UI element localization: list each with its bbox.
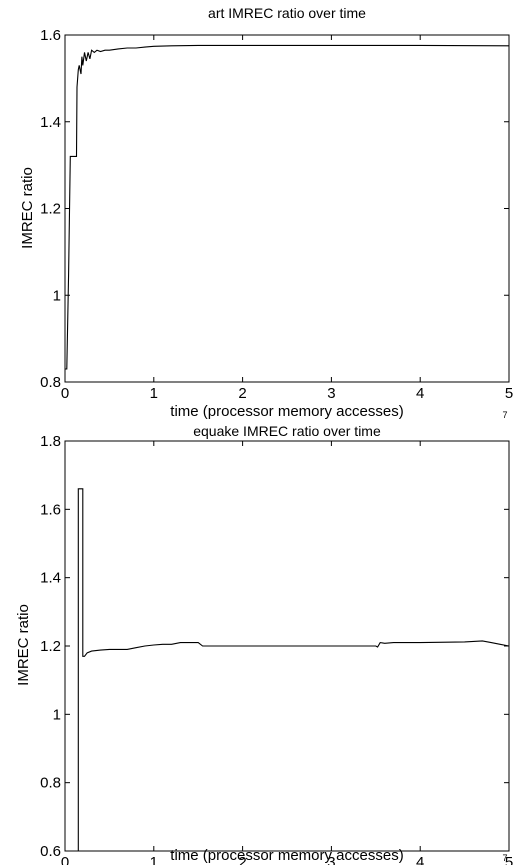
x-tick-label-5: 5 — [505, 385, 513, 402]
x-tick-label-3: 3 — [327, 385, 335, 402]
y-tick-label-4: 1.6 — [40, 27, 61, 44]
x-tick-label-0: 0 — [61, 385, 69, 402]
x-tick-label-1: 1 — [150, 854, 158, 865]
x-tick-label-4: 4 — [416, 854, 424, 865]
x-axis-ticks: 0 1 2 3 4 5 — [61, 35, 513, 402]
y-tick-label-0: 0.8 — [40, 374, 61, 391]
x-tick-label-5: 5 — [505, 854, 513, 865]
y-tick-label-4: 1.4 — [40, 570, 61, 587]
y-tick-label-3: 1.4 — [40, 114, 61, 131]
y-tick-label-6: 1.8 — [40, 433, 61, 450]
series-group — [65, 44, 510, 370]
x-tick-label-3: 3 — [327, 854, 335, 865]
series-line-0 — [77, 488, 510, 851]
y-axis-ticks: 0.6 0.8 1 1.2 1.4 1.6 1.8 — [40, 433, 509, 860]
x-tick-label-2: 2 — [238, 385, 246, 402]
y-axis-label: IMREC ratio — [19, 167, 36, 249]
y-tick-label-1: 0.8 — [40, 775, 61, 792]
x-axis-exponent: 7 — [502, 410, 507, 420]
y-tick-label-1: 1 — [53, 287, 61, 304]
series-line-0 — [65, 44, 510, 370]
x-tick-label-4: 4 — [416, 385, 424, 402]
y-tick-label-2: 1.2 — [40, 201, 61, 218]
y-tick-label-3: 1.2 — [40, 638, 61, 655]
x-axis-ticks: 0 1 2 3 4 5 — [61, 441, 513, 865]
chart-title: equake IMREC ratio over time — [193, 423, 381, 439]
chart-art: art IMREC ratio over time 0 1 2 3 4 5 0.8 1 1.2… — [19, 5, 513, 420]
x-tick-label-1: 1 — [150, 385, 158, 402]
y-axis-label: IMREC ratio — [15, 604, 32, 686]
x-tick-label-2: 2 — [238, 854, 246, 865]
chart-title: art IMREC ratio over time — [208, 5, 366, 21]
x-axis-label: time (processor memory accesses) — [170, 847, 403, 864]
plot-frame — [64, 34, 510, 383]
x-tick-label-0: 0 — [61, 854, 69, 865]
y-tick-label-0: 0.6 — [40, 843, 61, 860]
y-tick-label-5: 1.6 — [40, 501, 61, 518]
series-group — [77, 488, 510, 851]
x-axis-exponent: 7 — [502, 853, 507, 863]
y-axis-ticks: 0.8 1 1.2 1.4 1.6 — [40, 27, 509, 391]
y-tick-label-2: 1 — [53, 706, 61, 723]
x-axis-label: time (processor memory accesses) — [170, 403, 403, 420]
